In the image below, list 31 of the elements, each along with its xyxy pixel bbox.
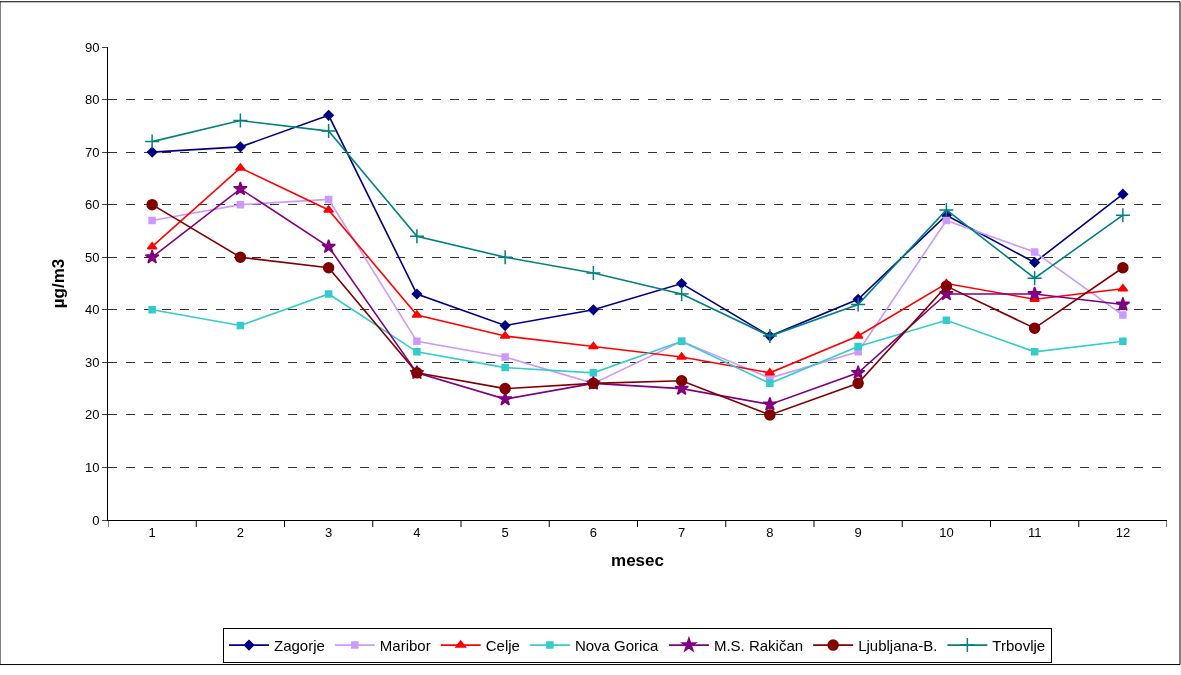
y-tick-label: 40 [84,302,100,318]
x-tick-label: 7 [678,524,686,540]
x-tick-label: 9 [854,524,862,540]
legend-label: Trbovlje [992,636,1046,654]
x-axis-title: mesec [611,551,664,570]
x-tick-label: 3 [325,524,333,540]
legend-label: Celje [485,636,520,654]
y-tick-label: 0 [92,512,100,528]
y-axis-title: µg/m3 [49,258,69,309]
y-tick-label: 50 [84,249,100,265]
y-tick-label: 70 [84,144,100,160]
x-tick-label: 2 [236,524,244,540]
x-tick-label: 8 [766,524,774,540]
legend-label: Ljubljana-B. [858,636,938,654]
y-tick-label: 10 [84,459,100,475]
y-tick-label: 60 [84,197,100,213]
y-tick-label: 90 [84,39,100,55]
x-tick-label: 12 [1115,524,1131,540]
x-tick-label: 5 [501,524,509,540]
x-tick-label: 1 [148,524,156,540]
y-tick-label: 20 [84,407,100,423]
x-tick-label: 10 [939,524,954,540]
legend-label: M.S. Rakičan [713,636,804,654]
legend-label: Nova Gorica [574,636,659,654]
y-tick-label: 30 [84,354,100,370]
x-tick-label: 6 [589,524,597,540]
y-tick-label: 80 [84,92,100,108]
x-tick-label: 4 [413,524,421,540]
legend-label: Maribor [379,636,431,654]
legend-label: Zagorje [274,636,325,654]
x-tick-label: 11 [1027,524,1042,540]
